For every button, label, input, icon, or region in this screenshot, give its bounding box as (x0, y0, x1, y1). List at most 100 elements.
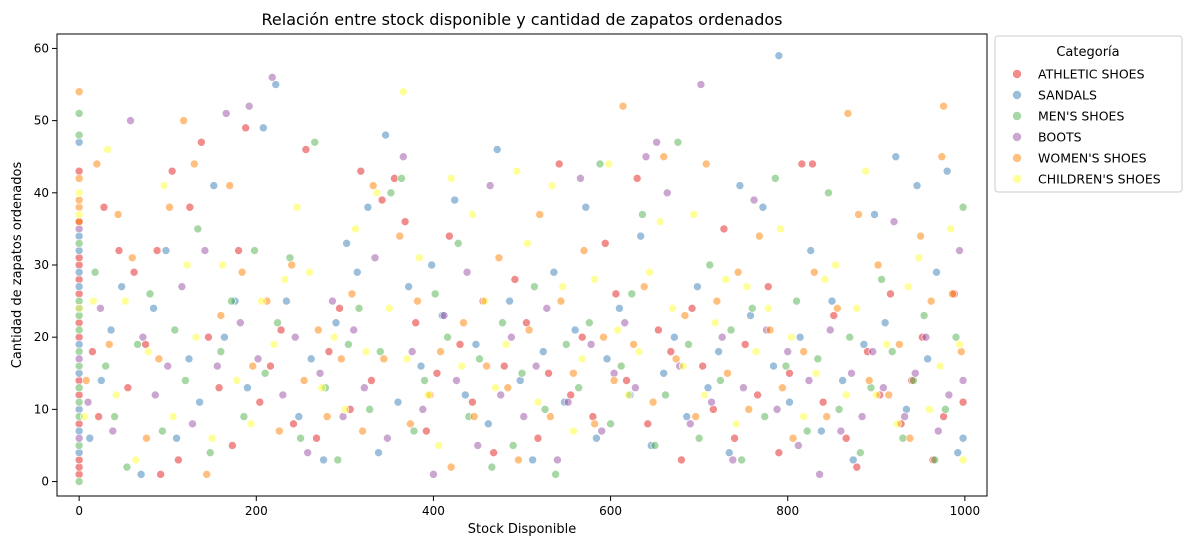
scatter-point (659, 368, 669, 378)
scatter-point (785, 368, 794, 378)
scatter-point (618, 101, 628, 111)
scatter-point (74, 260, 84, 270)
scatter-point (648, 397, 658, 407)
scatter-point (131, 455, 141, 465)
x-tick-label: 600 (599, 504, 622, 518)
scatter-point (312, 433, 321, 443)
y-tick-label: 0 (41, 475, 49, 489)
scatter-point (751, 347, 761, 356)
scatter-point (958, 433, 968, 443)
scatter-point (884, 390, 893, 400)
y-tick-label: 60 (34, 41, 49, 55)
scatter-point (255, 397, 265, 407)
scatter-point (248, 361, 258, 371)
scatter-point (234, 246, 243, 255)
scatter-point (809, 267, 819, 277)
scatter-point (101, 361, 111, 371)
legend-items: ATHLETIC SHOES SANDALS MEN'S SHOES BOOTS WOM… (1012, 67, 1161, 187)
scatter-point (377, 195, 387, 205)
legend-marker (1012, 69, 1022, 79)
scatter-point (627, 289, 637, 299)
scatter-point (429, 470, 438, 479)
scatter-point (269, 340, 279, 349)
legend-marker (1012, 90, 1022, 100)
scatter-point (946, 224, 955, 234)
scatter-point (746, 311, 755, 320)
scatter-point (74, 390, 84, 400)
scatter-point (496, 390, 506, 400)
scatter-point (315, 368, 325, 378)
scatter-point (446, 462, 456, 472)
scatter-point (462, 267, 472, 277)
scatter-point (434, 441, 444, 450)
scatter-point (200, 246, 210, 255)
scatter-point (689, 210, 699, 219)
scatter-point (737, 455, 746, 465)
scatter-point (423, 390, 433, 400)
scatter-point (530, 282, 539, 291)
scatter-point (227, 296, 236, 306)
scatter-point (728, 455, 738, 465)
scatter-point (765, 325, 775, 335)
scatter-point (185, 202, 195, 212)
scatter-point (877, 275, 886, 284)
scatter-point (880, 318, 890, 328)
scatter-point (919, 311, 929, 320)
scatter-point (684, 340, 693, 349)
scatter-point (74, 174, 84, 183)
scatter-point (563, 397, 573, 407)
scatter-point (172, 433, 181, 443)
scatter-point (384, 304, 394, 313)
scatter-point (370, 253, 380, 263)
scatter-point (599, 332, 608, 342)
scatter-point (487, 462, 497, 472)
legend-label: SANDALS (1038, 88, 1097, 103)
scatter-point (74, 354, 84, 364)
scatter-point (74, 340, 84, 349)
scatter-point (129, 267, 139, 277)
scatter-point (802, 426, 812, 436)
scatter-point (772, 405, 782, 414)
scatter-point (457, 361, 467, 371)
scatter-point (158, 426, 167, 436)
scatter-point (577, 354, 587, 364)
chart-title: Relación entre stock disponible y cantid… (262, 10, 783, 29)
scatter-point (427, 260, 436, 270)
scatter-point (381, 130, 390, 140)
scatter-point (243, 383, 252, 393)
scatter-point (420, 376, 429, 385)
scatter-point (788, 433, 798, 443)
scatter-point (120, 296, 130, 306)
scatter-point (480, 296, 490, 306)
scatter-point (74, 433, 84, 443)
scatter-point (290, 332, 300, 342)
scatter-point (712, 296, 722, 306)
scatter-point (94, 412, 103, 421)
scatter-point (760, 412, 769, 421)
scatter-point (237, 267, 247, 277)
scatter-point (889, 217, 899, 226)
scatter-point (361, 347, 371, 356)
scatter-point (292, 202, 302, 212)
scatter-point (542, 304, 552, 313)
scatter-point (827, 296, 837, 306)
scatter-point (558, 282, 568, 291)
scatter-point (114, 246, 124, 255)
scatter-point (714, 347, 723, 356)
scatter-point (763, 304, 773, 313)
scatter-point (74, 289, 84, 299)
scatter-point (74, 202, 84, 212)
scatter-point (926, 296, 936, 306)
scatter-point (799, 412, 808, 421)
scatter-point (507, 332, 516, 342)
scatter-point (923, 354, 932, 364)
scatter-point (453, 239, 463, 248)
scatter-point (519, 412, 529, 421)
scatter-point (524, 325, 534, 335)
scatter-point (719, 224, 729, 234)
scatter-point (473, 441, 483, 450)
scatter-point (112, 390, 121, 400)
scatter-point (732, 419, 741, 429)
scatter-point (852, 462, 862, 472)
scatter-point (547, 181, 557, 190)
